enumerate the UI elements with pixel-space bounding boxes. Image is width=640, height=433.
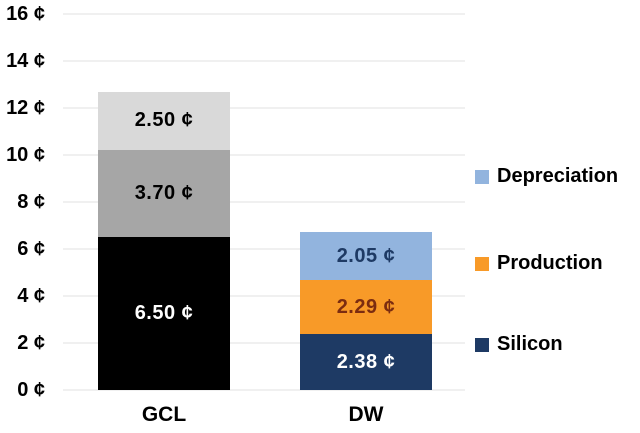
bar-segment-production-dw: 2.29 ¢ [300,280,432,335]
y-axis-tick-label: 0 ¢ [17,379,45,401]
y-axis-tick-label: 8 ¢ [17,191,45,213]
legend-swatch-depreciation [475,169,489,184]
gridline [63,154,465,156]
bar-segment-production-gcl: 3.70 ¢ [98,150,230,238]
x-axis-label-gcl: GCL [141,403,187,426]
legend-swatch-silicon [475,337,489,352]
legend-label: Silicon [497,333,563,355]
y-axis-tick-label: 16 ¢ [6,3,45,25]
legend-label: Depreciation [497,165,619,187]
gridline [63,342,465,344]
legend-item-depreciation: Depreciation [475,165,618,188]
gridline [63,107,465,109]
legend-item-production: Production [475,252,603,275]
segment-value-label: 6.50 ¢ [134,302,194,325]
legend-label: Production [497,252,603,274]
segment-value-label: 3.70 ¢ [134,182,194,205]
bar-segment-silicon-dw: 2.38 ¢ [300,334,432,390]
legend-item-silicon: Silicon [475,333,563,356]
gridline [63,201,465,203]
y-axis-tick-label: 10 ¢ [6,144,45,166]
y-axis-tick-label: 4 ¢ [17,285,45,307]
segment-value-label: 2.38 ¢ [336,350,396,373]
gridline [63,248,465,250]
segment-value-label: 2.50 ¢ [134,109,194,132]
y-axis-tick-label: 12 ¢ [6,97,45,119]
x-axis-label-dw: DW [348,403,384,426]
gridline [63,389,465,391]
legend-swatch-production [475,256,489,271]
segment-value-label: 2.29 ¢ [336,295,396,318]
gridline [63,295,465,297]
segment-value-label: 2.05 ¢ [336,244,396,267]
bar-segment-depreciation-dw: 2.05 ¢ [300,232,432,281]
y-axis-tick-label: 6 ¢ [17,238,45,260]
gridline [63,60,465,62]
y-axis-tick-label: 2 ¢ [17,332,45,354]
y-axis-tick-label: 14 ¢ [6,50,45,72]
gridline [63,13,465,15]
bar-segment-depreciation-gcl: 2.50 ¢ [98,91,230,151]
bar-segment-silicon-gcl: 6.50 ¢ [98,237,230,390]
